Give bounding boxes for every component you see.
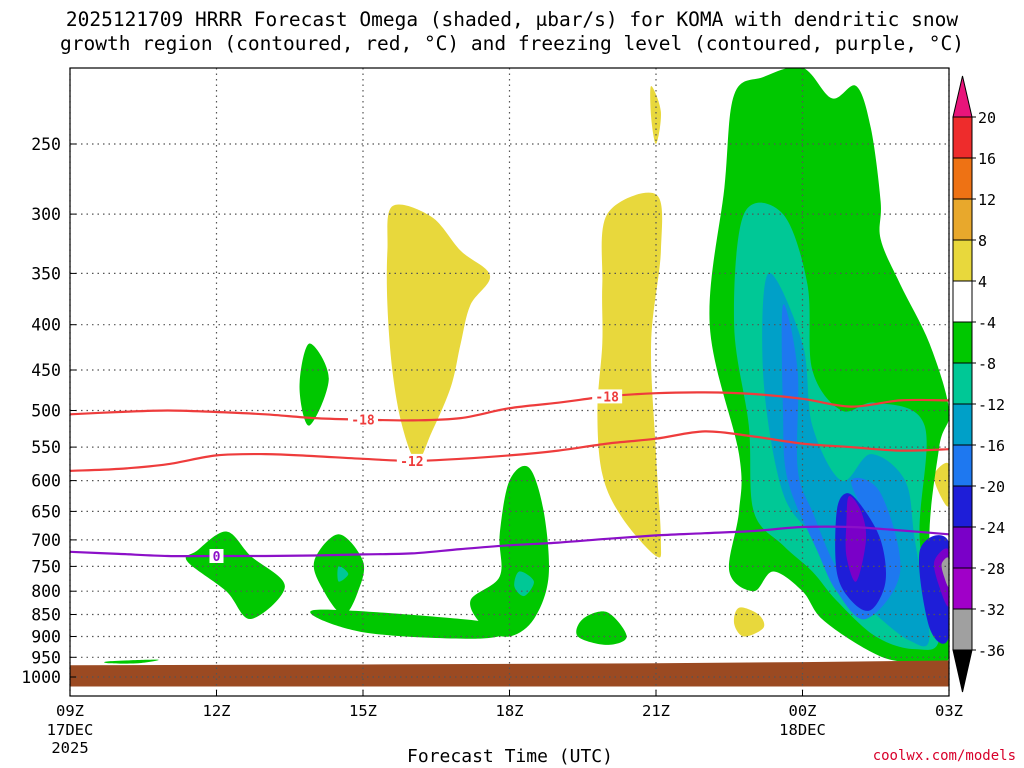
grid [69,68,950,696]
y-tick-label: 600 [31,472,61,491]
colorbar-swatch [952,526,973,569]
colorbar-label: 16 [978,150,996,168]
title-line-2: growth region (contoured, red, °C) and f… [60,32,964,55]
y-tick-label: 550 [31,438,61,457]
omega-region-14 [514,571,534,597]
colorbar-swatch [952,403,973,446]
x-axis-label: Forecast Time (UTC) [407,746,613,767]
y-tick-label: 800 [31,582,61,601]
y-tick-label: 500 [31,402,61,421]
colorbar-label: -36 [978,642,1005,660]
omega-shading [70,68,949,687]
y-tick-label: 650 [31,502,61,521]
colorbar-swatch [952,362,973,405]
chart-title: 2025121709 HRRR Forecast Omega (shaded, … [0,8,1024,56]
colorbar-label: -12 [978,396,1005,414]
y-tick-label: 250 [31,135,61,154]
colorbar-label: 12 [978,191,996,209]
colorbar-swatch [952,157,973,200]
colorbar-label: 4 [978,273,987,291]
x-tick-year: 2025 [51,739,88,757]
contour-label: -18 [351,414,375,429]
x-tick-date: 17DEC [47,721,94,739]
y-tick-label: 400 [31,316,61,335]
omega-region-0 [386,204,491,461]
colorbar-label: -28 [978,560,1005,578]
colorbar-label: -20 [978,478,1005,496]
title-line-1: 2025121709 HRRR Forecast Omega (shaded, … [65,8,959,31]
omega-region-10 [310,609,511,639]
colorbar-swatch [952,239,973,282]
contour-line-m12 [70,430,949,472]
contour-label-bg [348,412,378,427]
y-tick-label: 350 [31,264,61,283]
colorbar-label: -24 [978,519,1005,537]
x-tick-label: 03Z [935,702,963,720]
y-tick-label: 1000 [21,668,61,687]
x-tick-label: 00Z [789,702,817,720]
colorbar-swatch [952,567,973,610]
colorbar-label: -32 [978,601,1005,619]
x-tick-label: 21Z [642,702,670,720]
contour-label-bg [396,453,427,468]
colorbar-swatch [952,198,973,241]
y-tick-label: 750 [31,557,61,576]
x-tick-label: 12Z [203,702,231,720]
colorbar-swatch [952,608,973,651]
colorbar-label: -16 [978,437,1005,455]
y-tick-label: 950 [31,648,61,667]
colorbar-top-arrow [952,75,973,118]
omega-region-12 [104,659,159,664]
x-tick-label: 15Z [349,702,377,720]
omega-region-2 [650,85,662,145]
colorbar: 20 16 12 8 4 -4 -8 -12 -16 -20 -24 -28 -32 -36 [952,75,1005,693]
contour-lines: -18 -18 -12 0 [70,389,949,565]
colorbar-bottom-arrow [952,649,973,693]
colorbar-swatch [952,321,973,364]
y-tick-label: 900 [31,628,61,647]
contour-line-m18 [70,391,949,422]
omega-region-1 [597,192,663,558]
omega-region-22 [941,557,949,587]
y-tick-label: 300 [31,205,61,224]
colorbar-label: 20 [978,109,996,127]
colorbar-label: -4 [978,314,996,332]
y-tick-label: 450 [31,361,61,380]
omega-region-11 [299,343,329,426]
colorbar-swatch [952,444,973,487]
x-tick-label: 09Z [56,702,84,720]
omega-region-9 [576,611,627,645]
omega-region-4 [933,462,949,507]
omega-region-20 [845,496,867,582]
contour-label: 0 [213,550,221,565]
y-axis: 250 300 350 400 450 500 550 600 650 700 750 800 850 9… [21,135,76,687]
credit-link[interactable]: coolwx.com/models [872,748,1016,764]
colorbar-swatch [952,116,973,159]
colorbar-label: 8 [978,232,987,250]
contour-label: -18 [595,390,619,405]
y-tick-label: 850 [31,606,61,625]
x-tick-label: 18Z [496,702,524,720]
x-tick-date: 18DEC [779,721,826,739]
omega-region-15 [337,566,349,582]
contour-label: -12 [400,455,423,470]
colorbar-label: -8 [978,355,996,373]
colorbar-swatch [952,280,973,323]
contour-label-bg [209,549,224,564]
omega-region-8 [470,465,550,637]
contour-label-bg [592,389,623,404]
y-tick-label: 700 [31,531,61,550]
colorbar-swatch [952,485,973,528]
